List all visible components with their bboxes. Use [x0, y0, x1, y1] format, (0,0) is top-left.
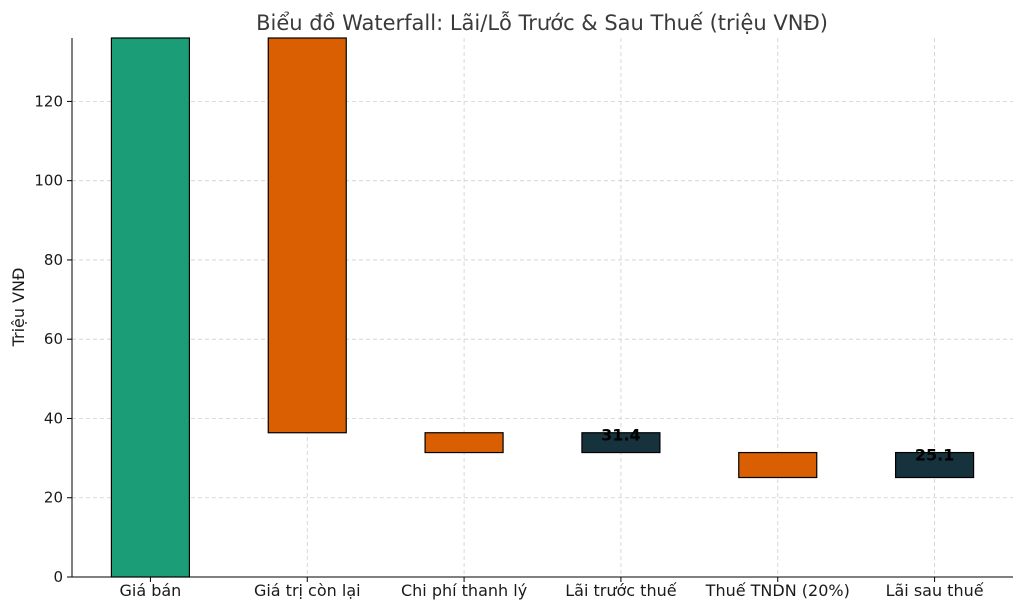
bar-2: [267, 37, 347, 434]
bars-layer: [110, 37, 975, 578]
axes-layer: [67, 38, 1013, 582]
chart-title: Biểu đồ Waterfall: Lãi/Lỗ Trước & Sau Th…: [256, 10, 828, 35]
x-tick-label: Lãi trước thuế: [565, 581, 676, 600]
y-axis-label: Triệu VNĐ: [9, 268, 28, 348]
y-tick-label: 120: [34, 92, 63, 110]
grid-layer: [72, 38, 1013, 577]
y-tick-label: 20: [44, 489, 63, 507]
y-tick-label: 40: [44, 409, 63, 427]
data-label: 25.1: [915, 446, 954, 465]
labels-layer: 0 20 40 60 80 100 120 Giá bán Giá trị còn lại Chi…: [34, 92, 983, 600]
y-tick-label: 0: [53, 568, 63, 586]
x-tick-label: Chi phí thanh lý: [401, 581, 527, 600]
y-tick-label: 60: [44, 330, 63, 348]
data-label: 31.4: [601, 426, 640, 445]
bar-1: [110, 37, 191, 578]
x-tick-label: Lãi sau thuế: [886, 581, 984, 600]
bar-6: [894, 451, 975, 479]
bar-5: [738, 451, 818, 479]
bar-3: [424, 432, 504, 454]
x-tick-label: Thuế TNDN (20%): [705, 581, 850, 600]
x-tick-label: Giá trị còn lại: [254, 581, 361, 600]
y-tick-label: 100: [34, 172, 63, 190]
bar-4: [581, 432, 661, 454]
y-tick-label: 80: [44, 251, 63, 269]
x-tick-label: Giá bán: [119, 581, 181, 600]
